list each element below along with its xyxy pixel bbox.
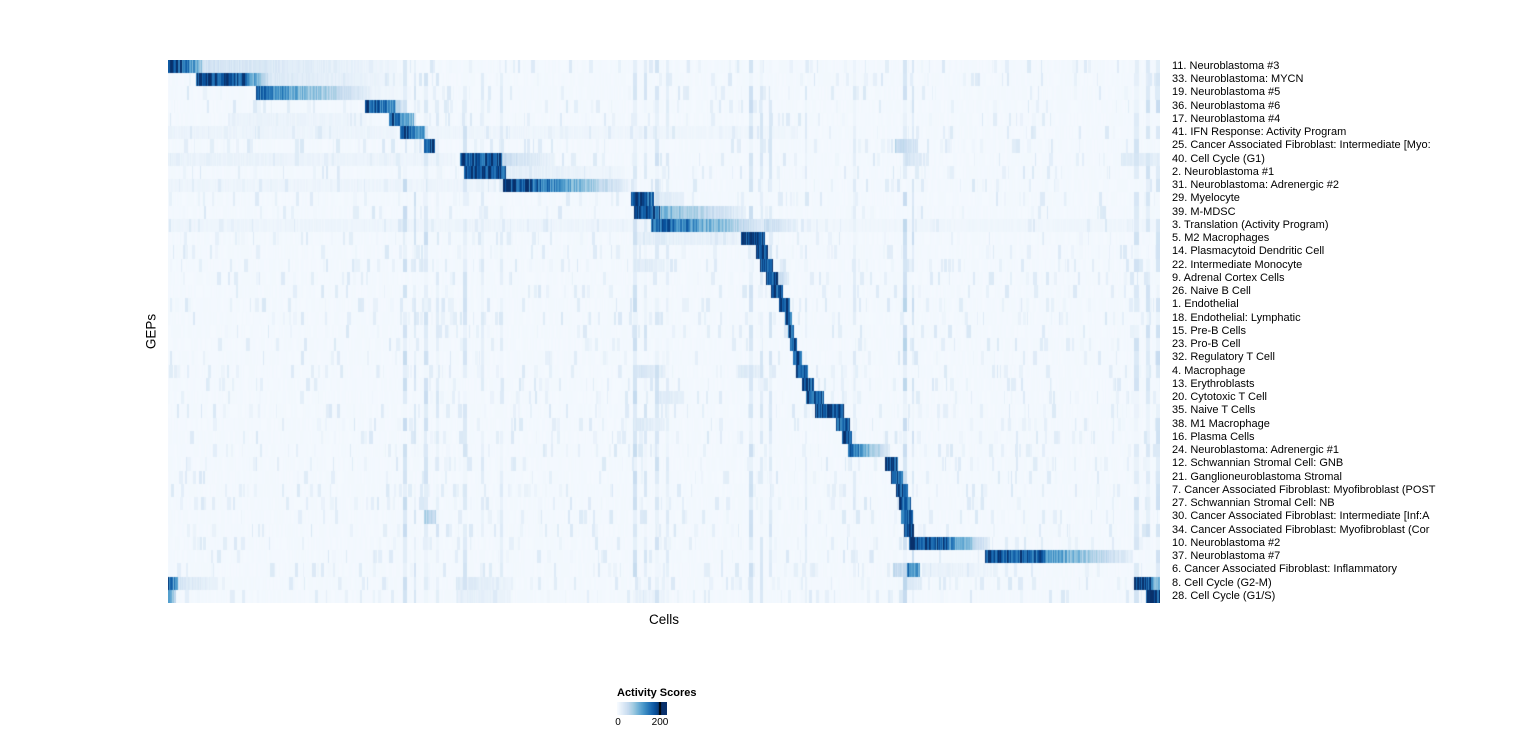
row-label: 37. Neuroblastoma #7	[1172, 550, 1281, 563]
row-label: 14. Plasmacytoid Dendritic Cell	[1172, 245, 1325, 258]
heatmap-plot	[168, 60, 1160, 603]
row-label: 9. Adrenal Cortex Cells	[1172, 271, 1285, 284]
row-label: 5. M2 Macrophages	[1172, 232, 1270, 245]
row-label: 22. Intermediate Monocyte	[1172, 258, 1303, 271]
row-label: 13. Erythroblasts	[1172, 377, 1255, 390]
row-label: 41. IFN Response: Activity Program	[1172, 126, 1347, 139]
row-label: 31. Neuroblastoma: Adrenergic #2	[1172, 179, 1339, 192]
row-label: 26. Naive B Cell	[1172, 285, 1251, 298]
row-label: 21. Ganglioneuroblastoma Stromal	[1172, 470, 1342, 483]
row-label: 10. Neuroblastoma #2	[1172, 536, 1281, 549]
row-label: 11. Neuroblastoma #3	[1172, 60, 1280, 72]
row-label: 18. Endothelial: Lymphatic	[1172, 311, 1301, 324]
legend-gradient-bar	[617, 702, 667, 715]
row-label: 29. Myelocyte	[1172, 192, 1240, 205]
legend-tick-labels: 0 200	[615, 717, 669, 730]
y-axis-label: GEPs	[143, 313, 159, 350]
row-label: 33. Neuroblastoma: MYCN	[1172, 73, 1304, 86]
row-label: 28. Cell Cycle (G1/S)	[1172, 589, 1276, 602]
row-label: 4. Macrophage	[1172, 364, 1246, 377]
row-label: 8. Cell Cycle (G2-M)	[1172, 576, 1272, 589]
legend-title: Activity Scores	[617, 687, 697, 699]
row-label: 7. Cancer Associated Fibroblast: Myofibr…	[1172, 483, 1436, 496]
legend: Activity Scores 0 200	[615, 687, 747, 730]
row-label: 15. Pre-B Cells	[1172, 324, 1246, 337]
row-label: 34. Cancer Associated Fibroblast: Myofib…	[1172, 523, 1430, 536]
x-axis-label: Cells	[648, 612, 679, 627]
row-label: 16. Plasma Cells	[1172, 430, 1255, 443]
legend-max-label: 200	[651, 717, 669, 728]
row-label: 40. Cell Cycle (G1)	[1172, 152, 1265, 165]
row-label: 23. Pro-B Cell	[1172, 338, 1241, 351]
heatmap-canvas	[168, 60, 1160, 603]
row-label: 3. Translation (Activity Program)	[1172, 218, 1329, 231]
row-label: 35. Naive T Cells	[1172, 404, 1256, 417]
row-label: 38. M1 Macrophage	[1172, 417, 1270, 430]
row-label: 6. Cancer Associated Fibroblast: Inflamm…	[1172, 563, 1397, 576]
row-label: 25. Cancer Associated Fibroblast: Interm…	[1172, 139, 1431, 152]
row-label: 27. Schwannian Stromal Cell: NB	[1172, 497, 1335, 510]
row-labels: 11. Neuroblastoma #3 33. Neuroblastoma: M…	[1166, 60, 1540, 606]
row-label: 1. Endothelial	[1172, 298, 1239, 311]
row-label: 36. Neuroblastoma #6	[1172, 99, 1281, 112]
row-label: 32. Regulatory T Cell	[1172, 351, 1275, 364]
row-label: 12. Schwannian Stromal Cell: GNB	[1172, 457, 1344, 470]
row-label: 19. Neuroblastoma #5	[1172, 86, 1281, 99]
row-label: 2. Neuroblastoma #1	[1172, 165, 1275, 178]
row-label: 24. Neuroblastoma: Adrenergic #1	[1172, 444, 1339, 457]
row-label: 30. Cancer Associated Fibroblast: Interm…	[1172, 510, 1430, 523]
row-label: 39. M-MDSC	[1172, 205, 1236, 218]
row-label: 20. Cytotoxic T Cell	[1172, 391, 1267, 404]
row-label: 17. Neuroblastoma #4	[1172, 112, 1281, 125]
legend-min-label: 0	[615, 717, 621, 728]
